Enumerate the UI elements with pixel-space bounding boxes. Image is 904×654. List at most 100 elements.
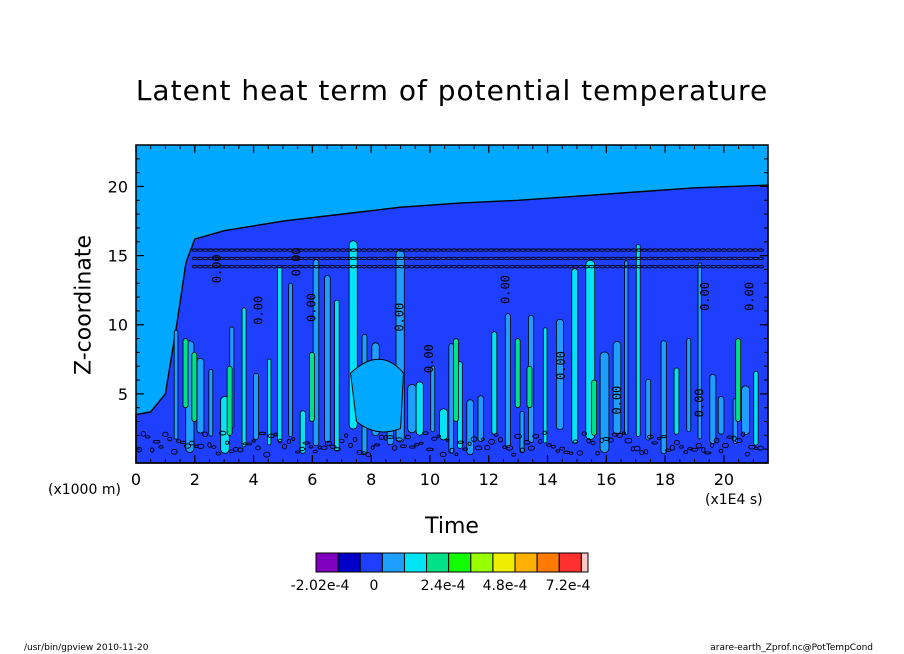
low-contour-blob	[219, 430, 227, 436]
x-tick-label: 20	[714, 470, 734, 489]
low-contour-blob	[669, 445, 676, 451]
low-contour-blob	[470, 436, 478, 442]
upper-contour-blob	[757, 256, 764, 261]
x-axis-label: Time	[425, 514, 479, 539]
low-contour-blob	[683, 450, 689, 455]
convective-streak	[415, 381, 424, 436]
low-contour-blob	[418, 441, 424, 445]
low-contour-blob	[391, 445, 398, 451]
low-contour-blob	[704, 451, 712, 455]
footer-command: /usr/bin/gpview 2010-11-20	[24, 643, 149, 653]
contour-label: 0.00	[742, 282, 756, 311]
low-contour-blob	[602, 436, 611, 441]
colorbar-swatch	[315, 552, 339, 573]
low-contour-blob	[757, 445, 764, 451]
low-contour-blob	[308, 445, 314, 449]
y-tick-label: 10	[108, 316, 128, 335]
low-contour-blob	[273, 432, 278, 437]
convective-streak	[173, 329, 179, 440]
convective-streak	[697, 262, 702, 440]
convective-streak	[477, 395, 484, 442]
contour-label: 0.00	[251, 296, 265, 325]
convective-streak	[519, 411, 525, 454]
low-contour-blob	[542, 430, 547, 435]
convective-streak	[556, 318, 564, 431]
low-contour-blob	[246, 442, 253, 446]
low-contour-blob	[251, 439, 256, 443]
low-contour-blob	[590, 440, 596, 446]
low-contour-blob	[333, 447, 341, 451]
low-contour-blob	[484, 444, 491, 451]
low-contour-blob	[152, 439, 161, 444]
convective-streak	[277, 266, 283, 443]
low-contour-blob	[436, 434, 441, 438]
low-contour-blob	[480, 437, 485, 441]
colorbar-swatch	[448, 552, 472, 573]
low-contour-blob	[386, 435, 395, 439]
heating-core	[309, 351, 315, 422]
low-contour-blob	[502, 445, 508, 449]
convective-streak	[288, 282, 293, 438]
heating-core	[191, 351, 198, 422]
colorbar-swatch	[337, 552, 361, 573]
x-tick-label: 10	[420, 470, 440, 489]
low-contour-blob	[532, 433, 540, 439]
low-contour-blob	[639, 449, 644, 456]
colorbar-swatch	[403, 552, 428, 573]
low-contour-blob	[194, 444, 199, 448]
low-contour-blob	[559, 446, 566, 451]
convective-streak	[660, 340, 667, 455]
low-contour-blob	[673, 439, 680, 446]
low-contour-blob	[373, 443, 381, 447]
low-contour-blob	[488, 438, 496, 445]
convective-streak	[717, 396, 725, 435]
low-contour-blob	[586, 437, 591, 444]
convective-streak	[196, 357, 205, 434]
low-contour-blob	[167, 436, 173, 442]
low-contour-blob	[277, 438, 283, 444]
low-contour-blob	[505, 444, 514, 451]
low-contour-blob	[519, 447, 526, 453]
low-contour-blob	[399, 444, 408, 448]
low-contour-blob	[211, 445, 217, 449]
colorbar-swatch	[470, 552, 494, 573]
low-contour-blob	[422, 431, 429, 435]
low-contour-blob	[202, 431, 208, 437]
convective-streak	[407, 383, 417, 434]
convective-streak	[241, 307, 247, 448]
low-contour-blob	[404, 434, 412, 440]
colorbar-tick-labels: -2.02e-4 0 2.4e-4 4.8e-4 7.2e-4	[0, 578, 904, 598]
colorbar-swatch	[426, 552, 450, 573]
colorbar-swatch	[580, 552, 589, 573]
contour-label: 0.00	[290, 247, 304, 276]
convective-streak	[504, 313, 511, 448]
low-contour-blob	[188, 440, 195, 446]
low-contour-blob	[312, 449, 318, 454]
low-contour-blob	[352, 436, 358, 442]
convective-streak	[709, 373, 717, 444]
clear-patch	[350, 358, 405, 433]
low-contour-blob	[660, 435, 667, 439]
low-contour-blob	[395, 437, 403, 442]
low-contour-blob	[344, 433, 349, 438]
low-contour-blob	[225, 440, 230, 445]
convective-streak	[448, 343, 454, 454]
low-contour-blob	[179, 440, 187, 445]
low-contour-blob	[431, 436, 438, 441]
low-contour-blob	[320, 445, 328, 450]
low-contour-blob	[709, 443, 715, 448]
y-tick-label: 5	[118, 385, 128, 404]
low-contour-blob	[527, 445, 535, 451]
low-contour-blob	[678, 445, 684, 449]
x-tick-label: 0	[131, 470, 141, 489]
x-axis-unit: (x1E4 s)	[705, 492, 763, 508]
low-contour-blob	[695, 443, 703, 449]
low-contour-blob	[281, 443, 287, 450]
low-contour-blob	[607, 437, 614, 443]
y-tick-label: 20	[108, 177, 128, 196]
low-contour-blob	[258, 431, 267, 436]
low-contour-blob	[207, 442, 212, 448]
convective-streak	[324, 275, 331, 443]
colorbar-swatch	[381, 552, 405, 573]
